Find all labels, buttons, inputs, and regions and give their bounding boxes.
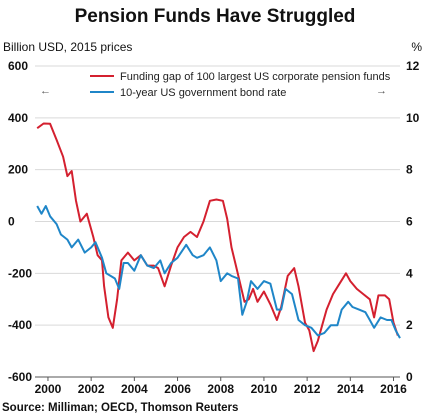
legend: Funding gap of 100 largest US corporate … xyxy=(40,71,391,99)
right-axis-arrow: → xyxy=(376,85,387,97)
left-axis-arrow: ← xyxy=(40,85,51,97)
y2-tick-label: 8 xyxy=(406,163,413,177)
x-tick-label: 2004 xyxy=(121,382,148,396)
source-note: Source: Milliman; OECD, Thomson Reuters xyxy=(2,402,239,414)
x-tick-label: 2012 xyxy=(294,382,321,396)
y2-tick-label: 12 xyxy=(406,59,420,73)
y-tick-label: -400 xyxy=(8,318,32,332)
y2-tick-label: 4 xyxy=(406,266,413,280)
y-tick-label: 0 xyxy=(8,215,15,229)
chart-title: Pension Funds Have Struggled xyxy=(74,6,356,27)
y-tick-label: 400 xyxy=(8,111,28,125)
series-lines xyxy=(36,122,401,353)
left-axis-unit: Billion USD, 2015 prices xyxy=(3,40,133,54)
y2-tick-label: 6 xyxy=(406,215,413,229)
y-tick-label: 600 xyxy=(8,59,28,73)
legend-label: 10-year US government bond rate xyxy=(120,87,286,99)
y-tick-label: 200 xyxy=(8,163,28,177)
x-tick-label: 2016 xyxy=(380,382,407,396)
y2-tick-label: 10 xyxy=(406,111,420,125)
x-tick-label: 2010 xyxy=(251,382,278,396)
x-tick-label: 2008 xyxy=(207,382,234,396)
x-tick-label: 2000 xyxy=(35,382,62,396)
x-tick-label: 2006 xyxy=(164,382,191,396)
x-tick-label: 2014 xyxy=(337,382,364,396)
bond-rate-line xyxy=(36,205,401,339)
y-tick-label: -600 xyxy=(8,370,32,384)
y2-tick-label: 2 xyxy=(406,318,413,332)
x-tick-label: 2002 xyxy=(78,382,105,396)
y2-tick-label: 0 xyxy=(406,370,413,384)
funding-gap-line xyxy=(36,122,399,353)
right-axis-unit: % xyxy=(411,40,422,54)
y-tick-label: -200 xyxy=(8,266,32,280)
legend-label: Funding gap of 100 largest US corporate … xyxy=(120,71,391,83)
